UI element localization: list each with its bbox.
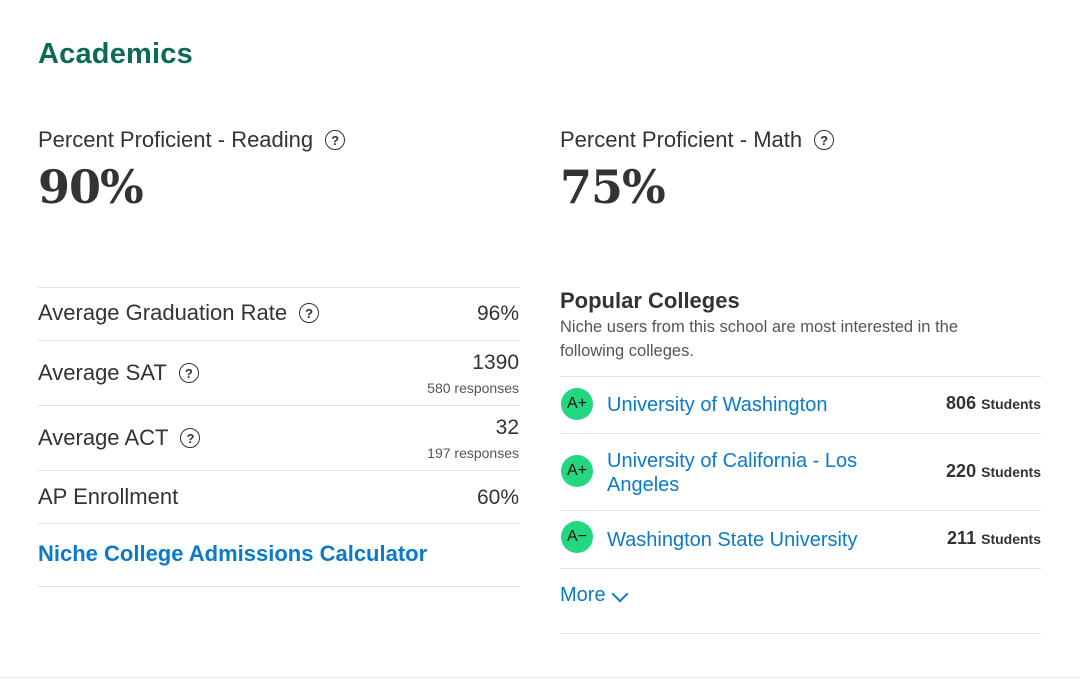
student-count-unit: Students bbox=[981, 464, 1041, 480]
student-count-unit: Students bbox=[981, 396, 1041, 412]
section-bottom-border bbox=[0, 677, 1080, 678]
reading-proficiency-text: Percent Proficient - Reading bbox=[38, 127, 314, 152]
student-count-number: 211 bbox=[947, 528, 977, 548]
help-icon[interactable]: ? bbox=[299, 303, 320, 323]
popular-colleges-description: Niche users from this school are most in… bbox=[560, 318, 959, 360]
stat-label-graduation-rate: Average Graduation Rate ? bbox=[38, 300, 320, 326]
stat-label-text: Average SAT bbox=[38, 360, 167, 385]
divider bbox=[38, 523, 520, 524]
student-count-number: 220 bbox=[946, 461, 977, 481]
college-link-washington-state-university[interactable]: Washington State University bbox=[607, 529, 858, 551]
chevron-down-icon bbox=[611, 585, 629, 602]
more-colleges-button[interactable]: More bbox=[560, 584, 629, 607]
math-proficiency-text: Percent Proficient - Math bbox=[560, 127, 803, 152]
college-student-count: 806 Students bbox=[946, 393, 1041, 414]
divider bbox=[38, 405, 520, 406]
grade-badge: A− bbox=[561, 521, 593, 553]
divider bbox=[38, 340, 520, 341]
reading-proficiency-label: Percent Proficient - Reading ? bbox=[38, 127, 346, 153]
help-icon[interactable]: ? bbox=[325, 130, 346, 150]
divider bbox=[560, 633, 1041, 634]
stat-responses-act: 197 responses bbox=[427, 445, 519, 461]
stat-value-graduation-rate: 96% bbox=[476, 302, 519, 325]
more-label: More bbox=[560, 584, 606, 606]
stat-label-ap-enrollment: AP Enrollment bbox=[38, 484, 178, 510]
college-link-university-of-washington[interactable]: University of Washington bbox=[607, 394, 828, 416]
divider bbox=[560, 510, 1041, 511]
stat-value-sat: 1390 bbox=[472, 351, 519, 374]
divider bbox=[38, 287, 520, 288]
stat-label-act: Average ACT ? bbox=[38, 425, 201, 451]
college-student-count: 220 Students bbox=[946, 461, 1041, 482]
stat-label-text: Average ACT bbox=[38, 425, 169, 450]
admissions-calculator-link[interactable]: Niche College Admissions Calculator bbox=[38, 541, 428, 566]
help-icon[interactable]: ? bbox=[178, 363, 199, 383]
stat-responses-sat: 580 responses bbox=[427, 380, 519, 396]
divider bbox=[560, 568, 1041, 569]
popular-colleges-title: Popular Colleges bbox=[560, 288, 740, 313]
college-link-ucla[interactable]: University of California - Los Angeles bbox=[607, 450, 858, 496]
divider bbox=[560, 376, 1041, 377]
grade-badge: A+ bbox=[561, 455, 593, 487]
grade-badge: A+ bbox=[561, 388, 593, 420]
stat-value-act: 32 bbox=[495, 416, 519, 439]
stat-label-text: Average Graduation Rate bbox=[38, 300, 288, 325]
reading-proficiency-value: 90% bbox=[38, 160, 144, 214]
help-icon[interactable]: ? bbox=[814, 130, 835, 150]
math-proficiency-value: 75% bbox=[560, 160, 666, 214]
student-count-unit: Students bbox=[981, 531, 1041, 547]
stat-label-text: AP Enrollment bbox=[38, 484, 179, 509]
stat-label-sat: Average SAT ? bbox=[38, 360, 199, 386]
college-student-count: 211 Students bbox=[947, 528, 1041, 549]
math-proficiency-label: Percent Proficient - Math ? bbox=[560, 127, 835, 153]
stat-value-ap-enrollment: 60% bbox=[476, 486, 519, 509]
student-count-number: 806 bbox=[946, 393, 977, 413]
help-icon[interactable]: ? bbox=[180, 428, 201, 448]
divider bbox=[560, 433, 1041, 434]
divider bbox=[38, 586, 520, 587]
divider bbox=[38, 470, 520, 471]
section-title: Academics bbox=[38, 38, 193, 70]
